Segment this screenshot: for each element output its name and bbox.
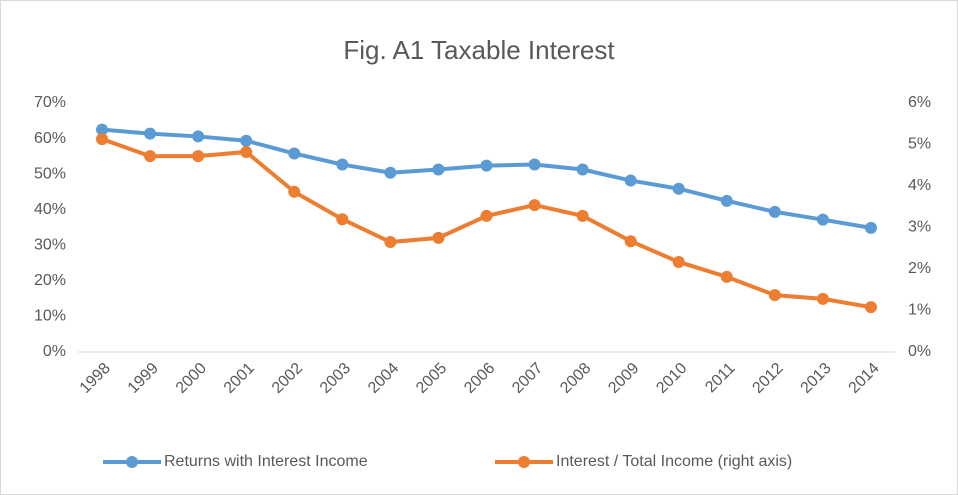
data-point [528, 158, 541, 171]
data-point [864, 221, 877, 234]
data-point [192, 150, 205, 163]
data-point [768, 289, 781, 302]
y2-tick-label: 1% [908, 302, 931, 319]
data-point [192, 130, 205, 143]
data-point [576, 163, 589, 176]
y-tick-label: 20% [34, 272, 66, 289]
legend-marker [518, 456, 530, 468]
data-point [720, 194, 733, 207]
data-point [864, 301, 877, 314]
data-point [432, 231, 445, 244]
y-tick-label: 0% [43, 343, 66, 360]
data-point [144, 150, 157, 163]
data-point [816, 292, 829, 305]
data-point [480, 159, 493, 172]
data-point [336, 213, 349, 226]
data-point [432, 163, 445, 176]
data-point [336, 158, 349, 171]
y-tick-label: 40% [34, 201, 66, 218]
y2-tick-label: 0% [908, 343, 931, 360]
data-point [768, 205, 781, 218]
data-point [144, 127, 157, 140]
data-point [96, 133, 109, 146]
data-point [288, 147, 301, 160]
y2-tick-label: 2% [908, 260, 931, 277]
data-point [816, 213, 829, 226]
data-point [672, 182, 685, 195]
data-point [480, 209, 493, 222]
data-point [96, 123, 109, 136]
y2-tick-label: 5% [908, 136, 931, 153]
data-point [576, 209, 589, 222]
data-point [528, 199, 541, 212]
data-point [288, 185, 301, 198]
data-point [240, 145, 253, 158]
legend-label: Interest / Total Income (right axis) [556, 453, 792, 470]
data-point [624, 235, 637, 248]
legend-label: Returns with Interest Income [164, 453, 368, 470]
y-tick-label: 10% [34, 308, 66, 325]
y2-tick-label: 3% [908, 219, 931, 236]
data-point [384, 166, 397, 179]
data-point [240, 134, 253, 147]
y2-tick-label: 6% [908, 94, 931, 111]
y-tick-label: 70% [34, 94, 66, 111]
y-tick-label: 30% [34, 237, 66, 254]
chart-title: Fig. A1 Taxable Interest [343, 35, 615, 65]
y2-tick-label: 4% [908, 177, 931, 194]
data-point [624, 174, 637, 187]
data-point [720, 270, 733, 283]
data-point [672, 255, 685, 268]
y-tick-label: 50% [34, 165, 66, 182]
legend-marker [126, 456, 138, 468]
y-tick-label: 60% [34, 130, 66, 147]
data-point [384, 236, 397, 249]
